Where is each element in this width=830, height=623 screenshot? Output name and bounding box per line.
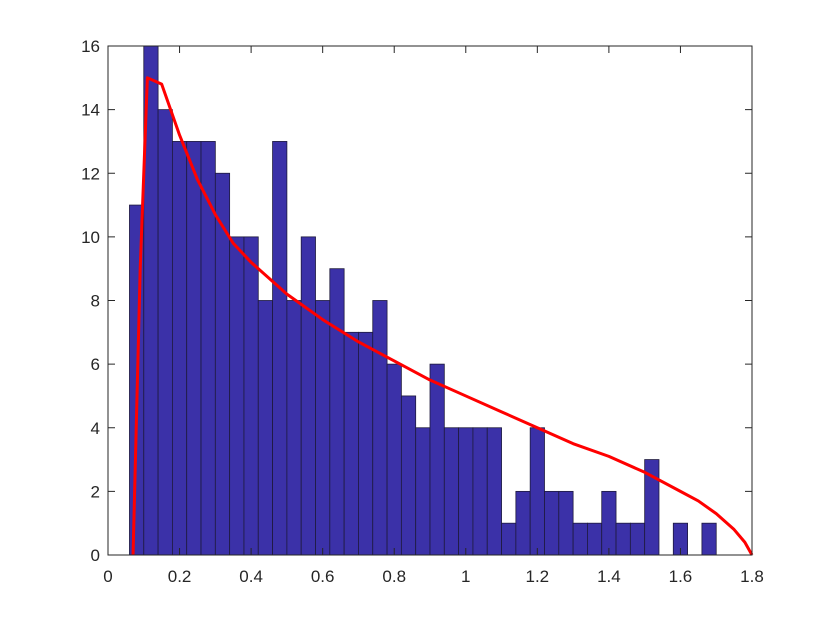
y-tick-label: 8: [91, 292, 100, 311]
histogram-bar: [214, 172, 231, 556]
histogram-bar: [415, 427, 431, 556]
histogram-bar: [472, 427, 488, 556]
histogram-bar: [243, 236, 259, 556]
histogram-bar: [157, 109, 173, 556]
histogram-bar: [587, 522, 603, 556]
histogram-bar: [529, 427, 545, 556]
histogram-bar: [343, 331, 359, 556]
y-tick-label: 12: [81, 164, 100, 183]
histogram-bars: [129, 45, 717, 556]
x-tick-label: 0: [103, 567, 112, 586]
histogram-bar: [572, 522, 588, 556]
histogram-bar: [515, 490, 531, 556]
histogram-bar: [358, 331, 374, 556]
y-tick-label: 4: [91, 419, 100, 438]
x-tick-label: 1.8: [740, 567, 764, 586]
histogram-bar: [486, 427, 502, 556]
histogram-bar: [186, 141, 202, 556]
y-tick-label: 6: [91, 355, 100, 374]
histogram-bar: [229, 236, 245, 556]
histogram-bar: [443, 427, 460, 556]
histogram-bar: [501, 522, 517, 556]
histogram-bar: [400, 395, 417, 556]
x-tick-label: 0.6: [311, 567, 335, 586]
x-tick-label: 0.2: [168, 567, 192, 586]
x-tick-label: 0.4: [239, 567, 263, 586]
histogram-bar: [544, 490, 560, 556]
x-axis-ticks: 0 0.2 0.4 0.6 0.8 1 1.2 1.4 1.6 1.8: [103, 46, 764, 586]
histogram-bar: [300, 236, 316, 556]
histogram-bar: [701, 522, 717, 556]
x-tick-label: 1.2: [526, 567, 550, 586]
x-tick-label: 0.8: [382, 567, 406, 586]
histogram-bar: [257, 300, 273, 556]
x-tick-label: 1: [461, 567, 470, 586]
y-tick-label: 14: [81, 101, 100, 120]
x-tick-label: 1.4: [597, 567, 621, 586]
y-tick-label: 2: [91, 482, 100, 501]
histogram-bar: [372, 300, 388, 556]
histogram-bar: [615, 522, 631, 556]
y-tick-label: 16: [81, 37, 100, 56]
x-tick-label: 1.6: [669, 567, 693, 586]
histogram-bar: [386, 363, 402, 556]
histogram-bar: [629, 522, 646, 556]
histogram-bar: [272, 141, 288, 556]
density-curve: [131, 76, 754, 556]
histogram-bar: [558, 490, 574, 556]
histogram-bar: [429, 363, 445, 556]
y-tick-label: 10: [81, 228, 100, 247]
y-axis-ticks: 0 2 4 6 8 10 12 14 16: [81, 37, 752, 565]
y-tick-label: 0: [91, 546, 100, 565]
histogram-bar: [601, 490, 617, 556]
histogram-bar: [286, 300, 302, 556]
histogram-bar: [171, 141, 188, 556]
histogram-bar: [329, 268, 345, 556]
histogram-bar: [458, 427, 474, 556]
histogram-bar: [315, 300, 331, 556]
